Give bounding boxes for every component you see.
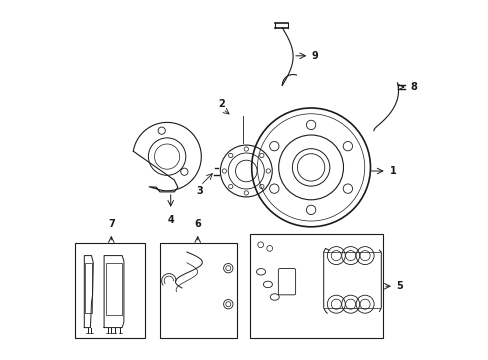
Bar <box>249 234 382 338</box>
Text: 9: 9 <box>311 51 318 61</box>
Text: 3: 3 <box>196 186 203 196</box>
Bar <box>75 243 145 338</box>
Text: 4: 4 <box>167 215 174 225</box>
Text: 5: 5 <box>396 281 402 291</box>
Bar <box>106 263 122 315</box>
Text: 8: 8 <box>409 82 416 92</box>
Text: 2: 2 <box>218 99 225 109</box>
Bar <box>85 263 92 313</box>
Text: 7: 7 <box>108 219 115 229</box>
Text: 6: 6 <box>194 219 201 229</box>
Text: 1: 1 <box>389 166 395 176</box>
Bar <box>160 243 237 338</box>
